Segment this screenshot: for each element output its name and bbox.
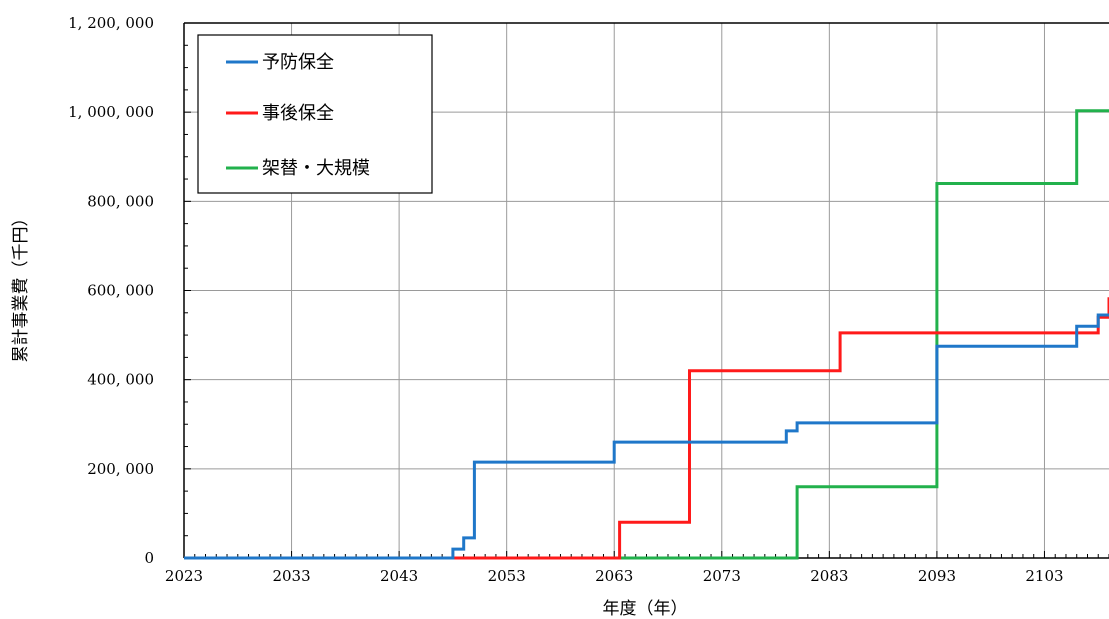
x-axis-title: 年度（年） — [603, 599, 688, 619]
series-line-1 — [184, 297, 1109, 560]
y-tick-label: 1, 200, 000 — [68, 14, 154, 32]
legend-label-kakae: 架替・大規模 — [262, 158, 370, 179]
legend-label-yobo: 予防保全 — [262, 52, 334, 73]
y-tick-label: 800, 000 — [87, 192, 154, 210]
x-tick-label: 2093 — [918, 567, 956, 585]
x-tick-label: 2073 — [703, 567, 741, 585]
legend-label-jigo: 事後保全 — [262, 103, 334, 124]
y-axis-title: 累計事業費（千円） — [11, 210, 31, 363]
y-tick-label: 1, 000, 000 — [68, 103, 154, 121]
y-tick-label: 400, 000 — [87, 371, 154, 389]
y-tick-label: 0 — [144, 549, 154, 567]
x-tick-label: 2043 — [380, 567, 418, 585]
series-line-0 — [184, 313, 1109, 560]
series-line-2 — [184, 109, 1109, 560]
tick-labels: 2023 2033 2043 2053 2063 2073 2083 2093 2103 0 200… — [68, 14, 1063, 585]
y-tick-label: 600, 000 — [87, 282, 154, 300]
x-tick-label: 2023 — [165, 567, 203, 585]
x-tick-label: 2103 — [1025, 567, 1063, 585]
x-tick-label: 2083 — [810, 567, 848, 585]
x-tick-label: 2033 — [272, 567, 310, 585]
series-group — [184, 109, 1109, 560]
x-tick-label: 2053 — [488, 567, 526, 585]
x-tick-label: 2063 — [595, 567, 633, 585]
y-tick-label: 200, 000 — [87, 460, 154, 478]
legend: 予防保全 事後保全 架替・大規模 — [197, 34, 433, 194]
